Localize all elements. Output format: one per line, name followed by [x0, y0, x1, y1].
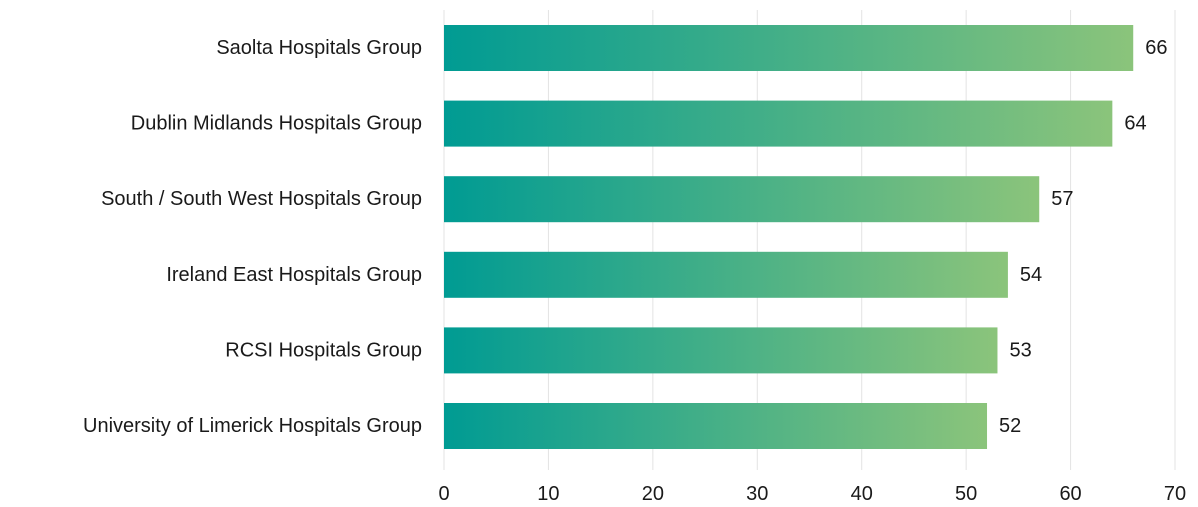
x-tick-label: 0	[438, 483, 449, 505]
value-label: 64	[1124, 113, 1146, 135]
value-label: 53	[1009, 339, 1031, 361]
bar-3	[444, 251, 1008, 298]
category-label: Saolta Hospitals Group	[216, 37, 422, 59]
value-label: 57	[1051, 188, 1073, 210]
category-label: University of Limerick Hospitals Group	[83, 415, 422, 437]
data-labels: 66 64 57 54 53 52	[999, 37, 1167, 437]
x-tick-label: 20	[642, 483, 664, 505]
x-tick-label: 50	[955, 483, 977, 505]
x-tick-label: 40	[851, 483, 873, 505]
category-label: South / South West Hospitals Group	[101, 188, 422, 210]
x-tick-label: 60	[1059, 483, 1081, 505]
category-labels: Saolta Hospitals Group Dublin Midlands Ho…	[83, 37, 422, 437]
bar-4	[444, 327, 998, 374]
category-label: RCSI Hospitals Group	[225, 339, 422, 361]
value-label: 52	[999, 415, 1021, 437]
gridlines	[443, 10, 1176, 470]
bar-5	[444, 403, 988, 449]
x-tick-label: 10	[537, 483, 559, 505]
bar-0	[444, 25, 1134, 71]
category-label: Dublin Midlands Hospitals Group	[131, 113, 422, 135]
x-tick-label: 30	[746, 483, 768, 505]
category-label: Ireland East Hospitals Group	[166, 264, 422, 286]
x-tick-label: 70	[1164, 483, 1186, 505]
bar-1	[444, 100, 1113, 147]
bars	[444, 25, 1134, 449]
bar-2	[444, 176, 1040, 223]
value-label: 54	[1020, 264, 1042, 286]
value-label: 66	[1145, 37, 1167, 59]
x-axis-tick-labels: 0 10 20 30 40 50 60 70	[438, 483, 1186, 505]
